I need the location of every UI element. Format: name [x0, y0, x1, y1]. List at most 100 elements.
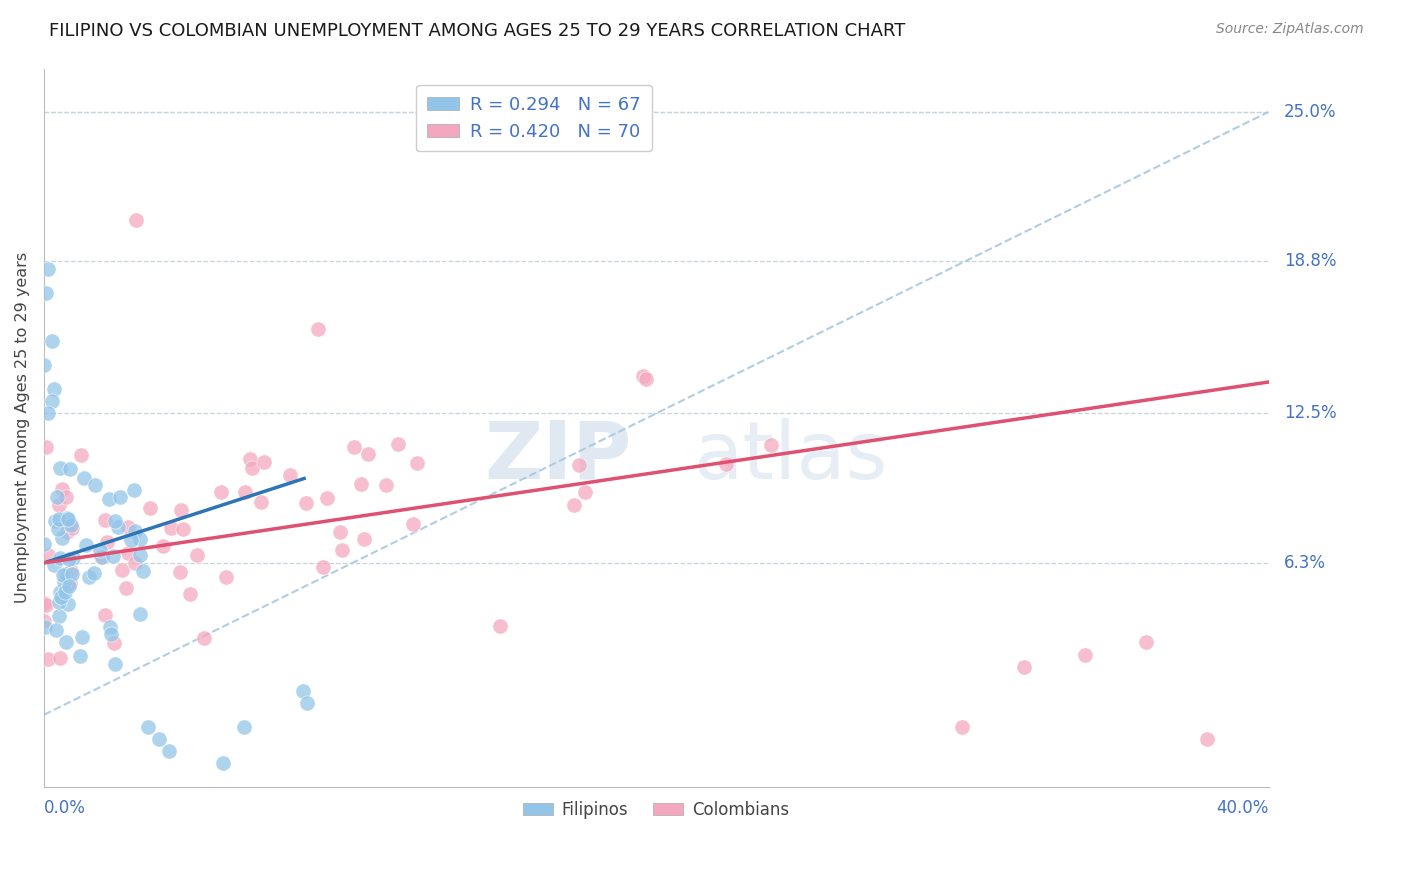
Point: [562, 499, 585, 513]
Point: [34, 620, 56, 634]
Point: [51, 483, 73, 497]
Point: [115, 581, 138, 595]
Point: [307, 322, 329, 336]
Point: [278, 467, 301, 482]
Point: [292, 683, 315, 698]
Point: [58, 579, 80, 593]
Point: [714, 457, 737, 471]
Text: ZIP: ZIP: [485, 417, 631, 496]
Point: [70, 448, 93, 462]
Point: [111, 563, 134, 577]
Point: [1012, 659, 1035, 673]
Point: [49, 461, 72, 475]
Point: [48, 512, 70, 526]
Point: [239, 452, 262, 467]
Point: [75, 538, 97, 552]
Point: [343, 440, 366, 454]
Point: [488, 618, 510, 632]
Point: [42, 382, 65, 396]
Text: 40.0%: 40.0%: [1216, 799, 1268, 817]
Point: [950, 720, 973, 734]
Point: [159, 521, 181, 535]
Point: [83, 566, 105, 581]
Point: [631, 369, 654, 384]
Point: [375, 478, 398, 492]
Point: [295, 696, 318, 710]
Point: [1197, 731, 1219, 746]
Point: [34, 614, 56, 628]
Text: atlas: atlas: [693, 417, 887, 496]
Point: [56, 597, 79, 611]
Text: 25.0%: 25.0%: [1284, 103, 1336, 121]
Point: [55, 634, 77, 648]
Point: [212, 756, 235, 770]
Point: [58, 552, 80, 566]
Point: [73, 471, 96, 485]
Point: [59, 575, 82, 590]
Point: [32, 358, 55, 372]
Point: [48, 609, 70, 624]
Point: [405, 456, 427, 470]
Point: [69, 649, 91, 664]
Point: [139, 500, 162, 515]
Point: [634, 372, 657, 386]
Point: [129, 549, 152, 563]
Point: [51, 531, 73, 545]
Point: [120, 533, 142, 547]
Point: [35, 440, 58, 454]
Point: [84, 477, 107, 491]
Point: [253, 455, 276, 469]
Text: FILIPINO VS COLOMBIAN UNEMPLOYMENT AMONG AGES 25 TO 29 YEARS CORRELATION CHART: FILIPINO VS COLOMBIAN UNEMPLOYMENT AMONG…: [49, 22, 905, 40]
Point: [567, 458, 589, 472]
Point: [159, 744, 181, 758]
Point: [148, 731, 170, 746]
Point: [55, 490, 77, 504]
Point: [357, 446, 380, 460]
Point: [49, 551, 72, 566]
Point: [312, 560, 335, 574]
Point: [62, 521, 84, 535]
Point: [52, 574, 75, 589]
Point: [89, 542, 111, 557]
Point: [759, 438, 782, 452]
Point: [42, 558, 65, 572]
Point: [49, 584, 72, 599]
Point: [37, 548, 59, 562]
Point: [329, 525, 352, 540]
Point: [172, 522, 194, 536]
Point: [110, 491, 132, 505]
Point: [53, 585, 76, 599]
Point: [58, 462, 80, 476]
Point: [56, 512, 79, 526]
Point: [107, 519, 129, 533]
Text: 0.0%: 0.0%: [44, 799, 86, 817]
Point: [132, 565, 155, 579]
Point: [60, 564, 83, 578]
Point: [37, 406, 59, 420]
Point: [103, 635, 125, 649]
Point: [46, 490, 69, 504]
Point: [122, 483, 145, 497]
Point: [138, 720, 160, 734]
Legend: Filipinos, Colombians: Filipinos, Colombians: [517, 794, 796, 826]
Point: [235, 484, 257, 499]
Point: [186, 548, 208, 562]
Point: [233, 720, 256, 734]
Point: [1074, 648, 1097, 662]
Point: [193, 631, 215, 645]
Point: [179, 587, 201, 601]
Y-axis label: Unemployment Among Ages 25 to 29 years: Unemployment Among Ages 25 to 29 years: [15, 252, 30, 603]
Point: [330, 543, 353, 558]
Point: [45, 624, 67, 638]
Point: [240, 461, 263, 475]
Point: [51, 568, 73, 582]
Point: [34, 596, 56, 610]
Point: [48, 498, 70, 512]
Point: [98, 620, 121, 634]
Point: [117, 546, 139, 560]
Point: [215, 570, 238, 584]
Point: [169, 565, 191, 579]
Point: [35, 285, 58, 300]
Point: [49, 651, 72, 665]
Point: [124, 556, 146, 570]
